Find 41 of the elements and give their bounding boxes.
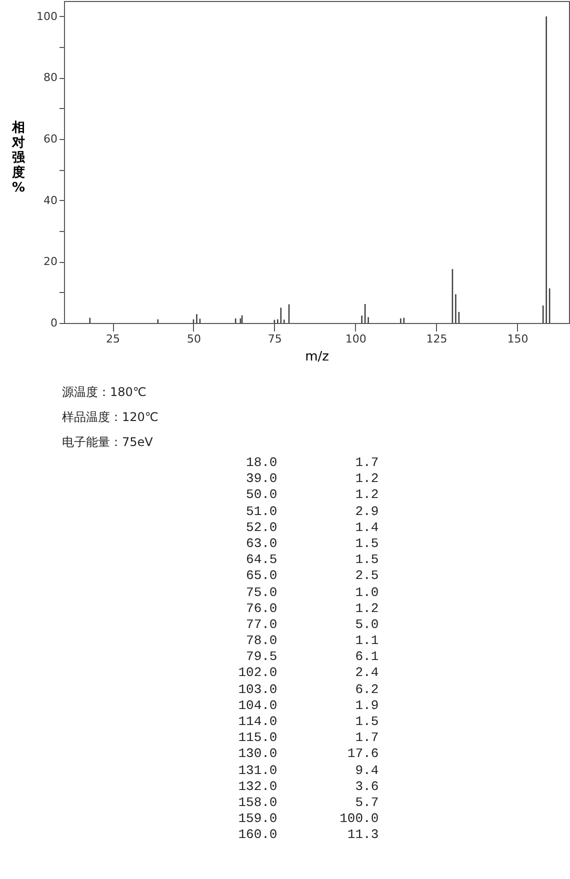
text: 114.0 1.5 (237, 714, 379, 730)
x-tick-label: 125 (426, 332, 448, 346)
text: 77.0 5.0 (245, 616, 379, 634)
text: 51.0 2.9 (245, 504, 379, 520)
text: 103.0 6.2 (237, 682, 379, 698)
text: 18.0 1.7 (245, 455, 379, 472)
text: 76.0 1.2 (245, 600, 379, 617)
x-tick-label: 50 (186, 332, 201, 346)
text: 39.0 1.2 (245, 471, 379, 488)
text: 63.0 1.5 (245, 536, 379, 552)
y-tick-label: 40 (44, 194, 58, 207)
text: 源温度：180℃ (62, 384, 148, 401)
text: 115.0 1.7 (237, 730, 379, 746)
text: 75.0 1.0 (245, 584, 379, 601)
x-tick-label: 25 (106, 332, 120, 346)
text: 样品温度：120℃ (62, 409, 158, 426)
text: 79.5 6.1 (245, 649, 379, 666)
x-tick-label: 150 (507, 332, 528, 346)
x-axis-title: m/z (305, 350, 330, 364)
text: 52.0 1.4 (245, 520, 379, 536)
y-axis-title: 相对强度% (11, 120, 26, 196)
text: 159.0 100.0 (237, 811, 379, 828)
text: 130.0 17.6 (237, 746, 379, 763)
text: 104.0 1.9 (237, 698, 379, 714)
x-tick-label: 100 (345, 332, 366, 346)
y-tick-label: 100 (36, 10, 58, 23)
text: 50.0 1.2 (245, 487, 379, 504)
text: 102.0 2.4 (237, 665, 379, 682)
text: 65.0 2.5 (245, 568, 379, 584)
text: 电子能量：75eV (62, 434, 154, 451)
text: 158.0 5.7 (237, 794, 379, 812)
text: 131.0 9.4 (237, 762, 379, 779)
text: 78.0 1.1 (245, 633, 379, 650)
text: 160.0 11.3 (237, 827, 379, 844)
y-tick-label: 80 (44, 71, 58, 84)
y-tick-label: 20 (44, 255, 58, 268)
y-tick-label: 60 (44, 132, 58, 146)
x-tick-label: 75 (268, 332, 282, 346)
text: 64.5 1.5 (245, 552, 379, 568)
y-tick-label: 0 (50, 316, 58, 330)
text: 132.0 3.6 (237, 778, 379, 795)
